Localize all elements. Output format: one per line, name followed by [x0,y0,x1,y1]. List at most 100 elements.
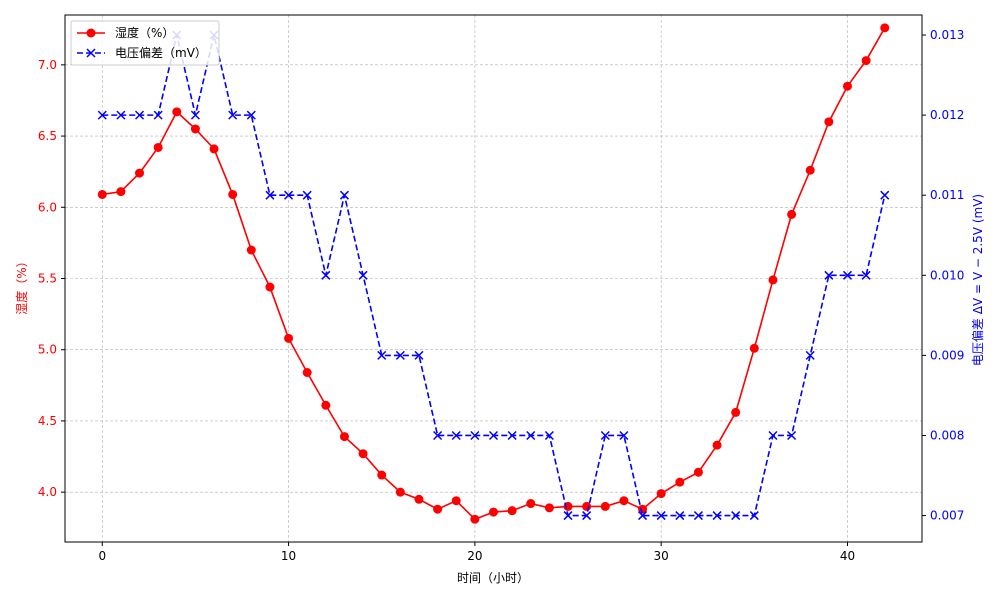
humidity-data-point [470,514,480,524]
voltage-data-point [339,190,349,200]
voltage-data-point [600,430,610,441]
humidity-data-point [861,56,871,66]
humidity-data-point [582,501,592,511]
legend-voltage-marker [86,48,96,58]
voltage-data-point [377,350,387,360]
legend-box [70,20,220,66]
humidity-data-point [731,407,741,417]
humidity-data-point [172,107,182,117]
humidity-data-point [880,23,890,33]
y-right-tick-label: 0.010 [930,268,964,282]
humidity-data-point [190,124,200,134]
voltage-data-point [190,110,200,120]
voltage-data-point [749,511,759,521]
voltage-data-point [526,430,536,441]
x-tick-label: 30 [654,549,669,563]
voltage-data-point [693,511,703,521]
humidity-data-point [600,501,610,511]
humidity-data-point [339,432,349,442]
voltage-data-point [768,430,778,441]
voltage-data-point [488,430,499,441]
humidity-data-point [116,187,126,197]
voltage-data-point [563,511,573,521]
x-axis-title: 时间（小时） [457,571,529,585]
humidity-data-point [805,165,815,175]
voltage-data-point [116,110,126,120]
voltage-data-point [507,430,517,441]
humidity-data-point [414,494,424,504]
humidity-data-point [395,487,405,497]
legend-voltage-label: 电压偏差（mV） [115,45,207,60]
voltage-data-point [97,110,107,120]
humidity-data-point [693,467,703,477]
voltage-data-point [358,270,368,280]
y-left-tick-label: 6.5 [38,129,57,143]
voltage-data-point [880,190,890,200]
voltage-data-point [861,270,871,280]
humidity-data-point [656,489,666,499]
voltage-data-point [544,430,554,441]
voltage-series-line [102,34,886,517]
voltage-data-point [302,190,312,200]
humidity-data-point [675,477,685,487]
voltage-data-point [824,270,834,280]
voltage-data-point [619,430,629,441]
legend-humidity-marker [86,28,96,38]
voltage-data-point [395,350,405,360]
humidity-data-point [246,245,256,255]
voltage-data-point [451,430,461,441]
y-left-tick-label: 6.0 [38,200,57,214]
y-right-tick-label: 0.008 [930,428,964,442]
voltage-data-point [731,511,741,521]
y-right-tick-label: 0.009 [930,348,964,362]
y-left-tick-label: 7.0 [38,58,57,72]
voltage-data-point [787,430,797,441]
voltage-data-point [582,511,592,521]
humidity-data-point [619,496,629,506]
voltage-data-point [675,511,685,521]
humidity-data-point [768,275,778,285]
y-left-tick-label: 5.5 [38,272,57,286]
axis-ticks: 0 10 20 30 40 4.0 4.5 5.0 5.5 6.0 6.5 7.0 0.007 0.008… [38,28,964,563]
plot-frame [64,14,923,543]
humidity-data-point [377,470,387,480]
y-right-tick-label: 0.011 [930,188,964,202]
humidity-data-point [544,503,554,513]
voltage-data-point [805,350,815,360]
y-axis-left-title: 湿度（%） [14,255,29,314]
voltage-data-point [414,350,424,360]
humidity-data-point [451,496,461,506]
voltage-data-point [265,190,275,200]
y-right-tick-label: 0.012 [930,108,964,122]
voltage-data-point [284,190,294,200]
humidity-data-point [284,333,294,343]
humidity-data-point [638,504,648,514]
humidity-data-point [358,449,368,459]
humidity-data-point [433,504,443,514]
humidity-data-point [209,144,219,154]
humidity-data-point [302,368,312,378]
voltage-data-point [638,511,648,521]
humidity-series-line [102,27,886,521]
humidity-data-point [489,507,498,517]
legend-humidity-label: 湿度（%） [115,25,174,40]
humidity-data-point [526,499,536,509]
voltage-data-point [153,110,163,120]
voltage-data-point [134,110,145,120]
humidity-data-point [507,506,517,516]
voltage-data-point [321,270,331,280]
voltage-data-point [246,110,256,120]
y-axis-right-title: 电压偏差 ΔV = V − 2.5V (mV) [970,194,985,366]
y-right-tick-label: 0.007 [930,509,964,523]
y-left-tick-label: 5.0 [38,343,57,357]
voltage-data-point [470,430,480,441]
humidity-data-point [228,189,238,199]
humidity-data-point [712,440,722,450]
humidity-data-point [842,81,852,91]
voltage-data-point [712,511,722,521]
x-tick-label: 20 [467,549,482,563]
voltage-data-point [842,270,853,280]
x-tick-label: 0 [98,549,106,563]
humidity-data-point [787,209,797,219]
